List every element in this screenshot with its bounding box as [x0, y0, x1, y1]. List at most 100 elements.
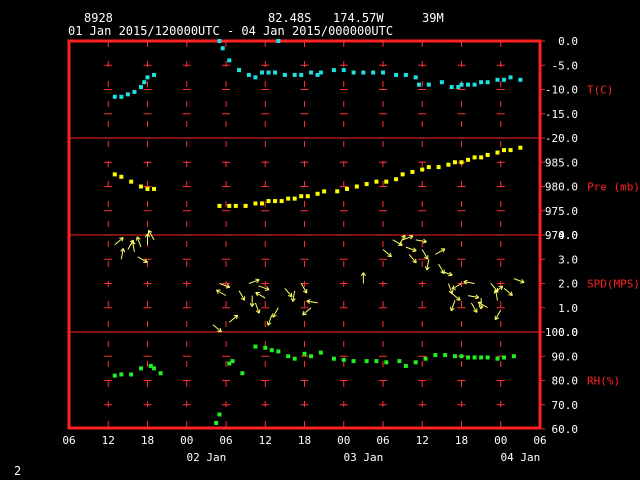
wind-arrow-stroke	[442, 248, 446, 253]
time-range: 01 Jan 2015/120000UTC - 04 Jan 2015/0000…	[68, 24, 394, 38]
humidity-point	[443, 353, 448, 358]
wind-arrow-stroke	[441, 270, 453, 276]
temperature-point	[485, 80, 490, 85]
wind-arrow-stroke	[448, 274, 453, 277]
wind-arrow-stroke	[463, 281, 475, 284]
wind-arrow-stroke	[255, 310, 260, 314]
pressure-point	[233, 203, 238, 208]
wind-arrow-stroke	[302, 313, 307, 316]
wind-arrow-stroke	[136, 236, 141, 240]
pressure-point	[138, 184, 143, 189]
wind-arrow	[449, 300, 456, 312]
wind-arrow-stroke	[292, 298, 296, 302]
pressure-point	[466, 157, 471, 162]
wind-arrow	[415, 238, 427, 244]
wind-arrow-stroke	[495, 289, 499, 293]
y-tick-label-wind: 2.0	[558, 278, 578, 291]
pressure-point	[364, 182, 369, 187]
wind-arrow-stroke	[458, 296, 461, 301]
wind-arrow-stroke	[450, 307, 455, 312]
wind-arrow	[238, 290, 246, 301]
wind-arrow-stroke	[362, 272, 366, 277]
humidity-point	[502, 355, 507, 360]
wind-arrow-stroke	[255, 292, 259, 297]
y-tick-label-humidity: 70.0	[552, 399, 579, 412]
wind-arrow	[405, 246, 417, 253]
wind-arrow	[398, 234, 406, 245]
wind-arrow-stroke	[300, 283, 308, 294]
temperature-point	[472, 82, 477, 87]
wind-arrow-stroke	[248, 279, 260, 284]
wind-arrow	[219, 283, 231, 289]
wind-arrow-stroke	[217, 330, 222, 333]
wind-arrow-stroke	[147, 233, 150, 238]
wind-arrow-stroke	[265, 289, 270, 291]
wind-arrow-stroke	[480, 305, 484, 310]
wind-arrow-stroke	[306, 300, 311, 304]
x-tick-label: 00	[494, 434, 507, 447]
wind-arrow-stroke	[266, 286, 270, 291]
temperature-point	[459, 82, 464, 87]
wind-arrow-stroke	[463, 279, 468, 283]
wind-arrow-stroke	[292, 290, 296, 302]
wind-arrow	[258, 285, 270, 291]
humidity-point	[413, 360, 418, 365]
humidity-point	[292, 356, 297, 361]
wind-arrow-stroke	[493, 289, 497, 294]
wind-arrow-stroke	[114, 237, 124, 246]
wind-arrow-stroke	[216, 289, 227, 297]
y-tick-label-temperature: -5.0	[552, 59, 579, 72]
temperature-point	[276, 39, 281, 43]
wind-arrow-stroke	[508, 294, 513, 296]
pressure-point	[227, 203, 232, 208]
wind-arrow-stroke	[415, 258, 417, 263]
wind-arrow-stroke	[135, 236, 138, 241]
wind-arrow	[302, 307, 312, 316]
temperature-point	[292, 72, 297, 77]
temperature-point	[351, 70, 356, 75]
y-tick-label-pressure: 980.0	[545, 181, 578, 194]
wind-arrow-stroke	[474, 297, 480, 300]
wind-arrow	[421, 249, 429, 260]
pressure-point	[345, 186, 350, 191]
wind-arrow-stroke	[251, 302, 255, 307]
wind-arrow-stroke	[240, 297, 245, 301]
wind-arrow-stroke	[503, 287, 513, 296]
wind-arrow-stroke	[233, 314, 238, 317]
wind-arrow-stroke	[401, 234, 406, 238]
temperature-point	[138, 85, 143, 90]
pressure-point	[485, 152, 490, 157]
y-tick-label-wind: 0.0	[558, 326, 578, 339]
pressure-point	[145, 186, 150, 191]
wind-arrow-stroke	[415, 239, 427, 243]
wind-axis-label: SPD(MPS)	[587, 278, 640, 291]
wind-arrow	[135, 236, 142, 248]
wind-arrow-stroke	[228, 314, 239, 323]
wind-arrow	[216, 289, 227, 297]
humidity-point	[309, 354, 314, 359]
wind-arrow-stroke	[121, 237, 124, 242]
wind-arrow	[212, 324, 222, 333]
wind-arrow	[477, 301, 488, 309]
wind-arrow-stroke	[148, 229, 153, 233]
wind-arrow	[306, 299, 318, 304]
humidity-point	[276, 349, 281, 354]
wind-arrow	[494, 309, 502, 321]
wind-arrow-stroke	[130, 240, 133, 246]
temperature-point	[449, 85, 454, 90]
y-tick-label-temperature: -15.0	[545, 108, 578, 121]
temperature-point	[246, 72, 251, 77]
wind-arrow-stroke	[495, 317, 499, 321]
x-tick-label: 06	[219, 434, 232, 447]
temperature-point	[426, 82, 431, 87]
x-tick-label: 06	[376, 434, 389, 447]
wind-arrow	[137, 256, 148, 263]
humidity-point	[423, 356, 428, 361]
temperature-point	[495, 77, 500, 82]
pressure-point	[119, 174, 124, 179]
temperature-point	[220, 46, 225, 51]
pressure-point	[292, 196, 297, 201]
wind-arrow-stroke	[144, 258, 148, 263]
humidity-point	[318, 350, 323, 355]
wind-arrow-stroke	[302, 307, 312, 316]
